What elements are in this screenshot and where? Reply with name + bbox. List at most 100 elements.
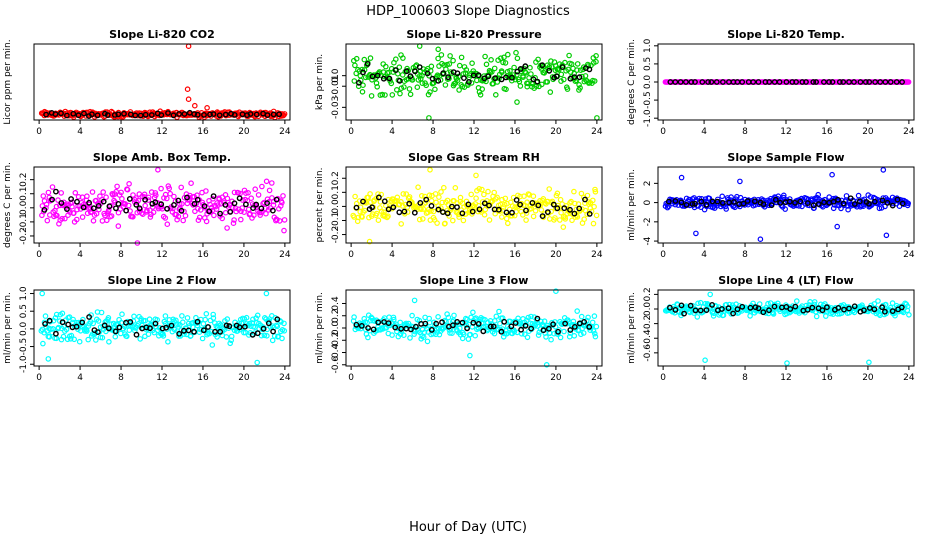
data-point (889, 300, 896, 306)
data-point (71, 336, 78, 343)
data-point (450, 57, 456, 64)
data-point (722, 203, 729, 210)
reference-point (184, 194, 190, 201)
x-axis-label: Hour of Day (UTC) (409, 520, 527, 535)
data-point (54, 212, 60, 219)
data-point (103, 194, 109, 201)
reference-point (498, 76, 505, 83)
data-point (182, 212, 189, 219)
reference-point (809, 304, 816, 311)
reference-point (835, 304, 842, 311)
x-tick-label: 4 (77, 373, 83, 383)
x-tick-label: 8 (118, 373, 124, 383)
data-point (231, 217, 237, 223)
outlier-point (155, 167, 161, 173)
reference-point (799, 79, 806, 85)
x-tick-label: 4 (389, 127, 395, 137)
panel-2: Slope Li-820 Pressure kPa per min. 0 4 8 12 16… (315, 28, 603, 137)
reference-point (480, 328, 487, 335)
data-point (401, 84, 407, 90)
data-point (145, 331, 152, 338)
reference-point (390, 204, 397, 211)
data-point (464, 316, 470, 323)
reference-point (672, 79, 679, 85)
reference-point (672, 198, 679, 204)
panels-grid: Slope Li-820 CO2 Licor ppm per min. 0 4 8 12 1… (3, 28, 915, 383)
data-point (274, 216, 280, 223)
data-point (180, 217, 187, 224)
data-point (558, 209, 564, 216)
reference-point (191, 328, 197, 335)
reference-point (392, 324, 399, 331)
reference-point (201, 203, 208, 210)
data-point (782, 206, 789, 212)
data-point (241, 209, 247, 216)
reference-point (406, 200, 413, 207)
outlier-point (366, 238, 373, 245)
reference-point (530, 76, 537, 83)
reference-point (396, 209, 403, 216)
reference-point (535, 202, 542, 209)
data-point (373, 210, 380, 217)
reference-point (435, 77, 442, 84)
reference-point (562, 320, 568, 327)
reference-point (734, 306, 741, 313)
data-point (152, 190, 159, 196)
reference-point (465, 201, 472, 208)
x-tick-label: 8 (430, 127, 436, 137)
reference-point (258, 205, 265, 212)
data-point (254, 312, 261, 319)
y-axis-label: ml/min per min. (315, 292, 325, 364)
data-point (252, 186, 259, 193)
y-tick-label: 0 (643, 199, 653, 205)
y-tick-label: 0.0 (331, 321, 341, 336)
data-point (44, 217, 51, 224)
data-points (350, 288, 600, 368)
panel-title: Slope Line 3 Flow (420, 274, 529, 287)
data-point (460, 217, 467, 224)
reference-point (490, 323, 497, 330)
data-point (706, 195, 713, 202)
reference-point (824, 304, 830, 311)
outlier-point (263, 290, 270, 297)
data-point (580, 330, 587, 336)
reference-point (522, 63, 529, 70)
data-point (131, 313, 137, 320)
reference-point (772, 196, 779, 203)
reference-point (185, 327, 192, 334)
data-point (592, 186, 598, 193)
reference-point (672, 306, 679, 313)
data-point (210, 311, 217, 318)
reference-point (840, 200, 847, 207)
data-point (548, 208, 555, 215)
x-tick-label: 0 (36, 127, 42, 137)
data-point (195, 205, 201, 212)
reference-point (744, 198, 751, 204)
outlier-point (553, 288, 559, 295)
data-point (481, 212, 488, 218)
reference-point (550, 201, 557, 208)
reference-point (241, 323, 248, 330)
data-point (180, 319, 186, 326)
data-point (157, 325, 163, 331)
data-point (491, 318, 498, 324)
y-tick-label: 0.2 (331, 171, 341, 185)
reference-point (768, 202, 775, 209)
data-point (281, 320, 287, 327)
reference-point (871, 198, 878, 205)
data-point (238, 216, 244, 223)
reference-point (713, 79, 720, 85)
y-axis-label: ml/min per min. (627, 169, 637, 241)
reference-point (407, 73, 414, 80)
reference-point (205, 324, 211, 330)
data-point (554, 190, 561, 197)
reference-point (465, 79, 472, 85)
reference-point (236, 195, 243, 202)
reference-point (678, 302, 685, 309)
reference-point (719, 306, 725, 312)
data-point (425, 209, 431, 216)
data-point (574, 214, 581, 220)
data-point (423, 82, 430, 89)
reference-point (106, 203, 113, 210)
